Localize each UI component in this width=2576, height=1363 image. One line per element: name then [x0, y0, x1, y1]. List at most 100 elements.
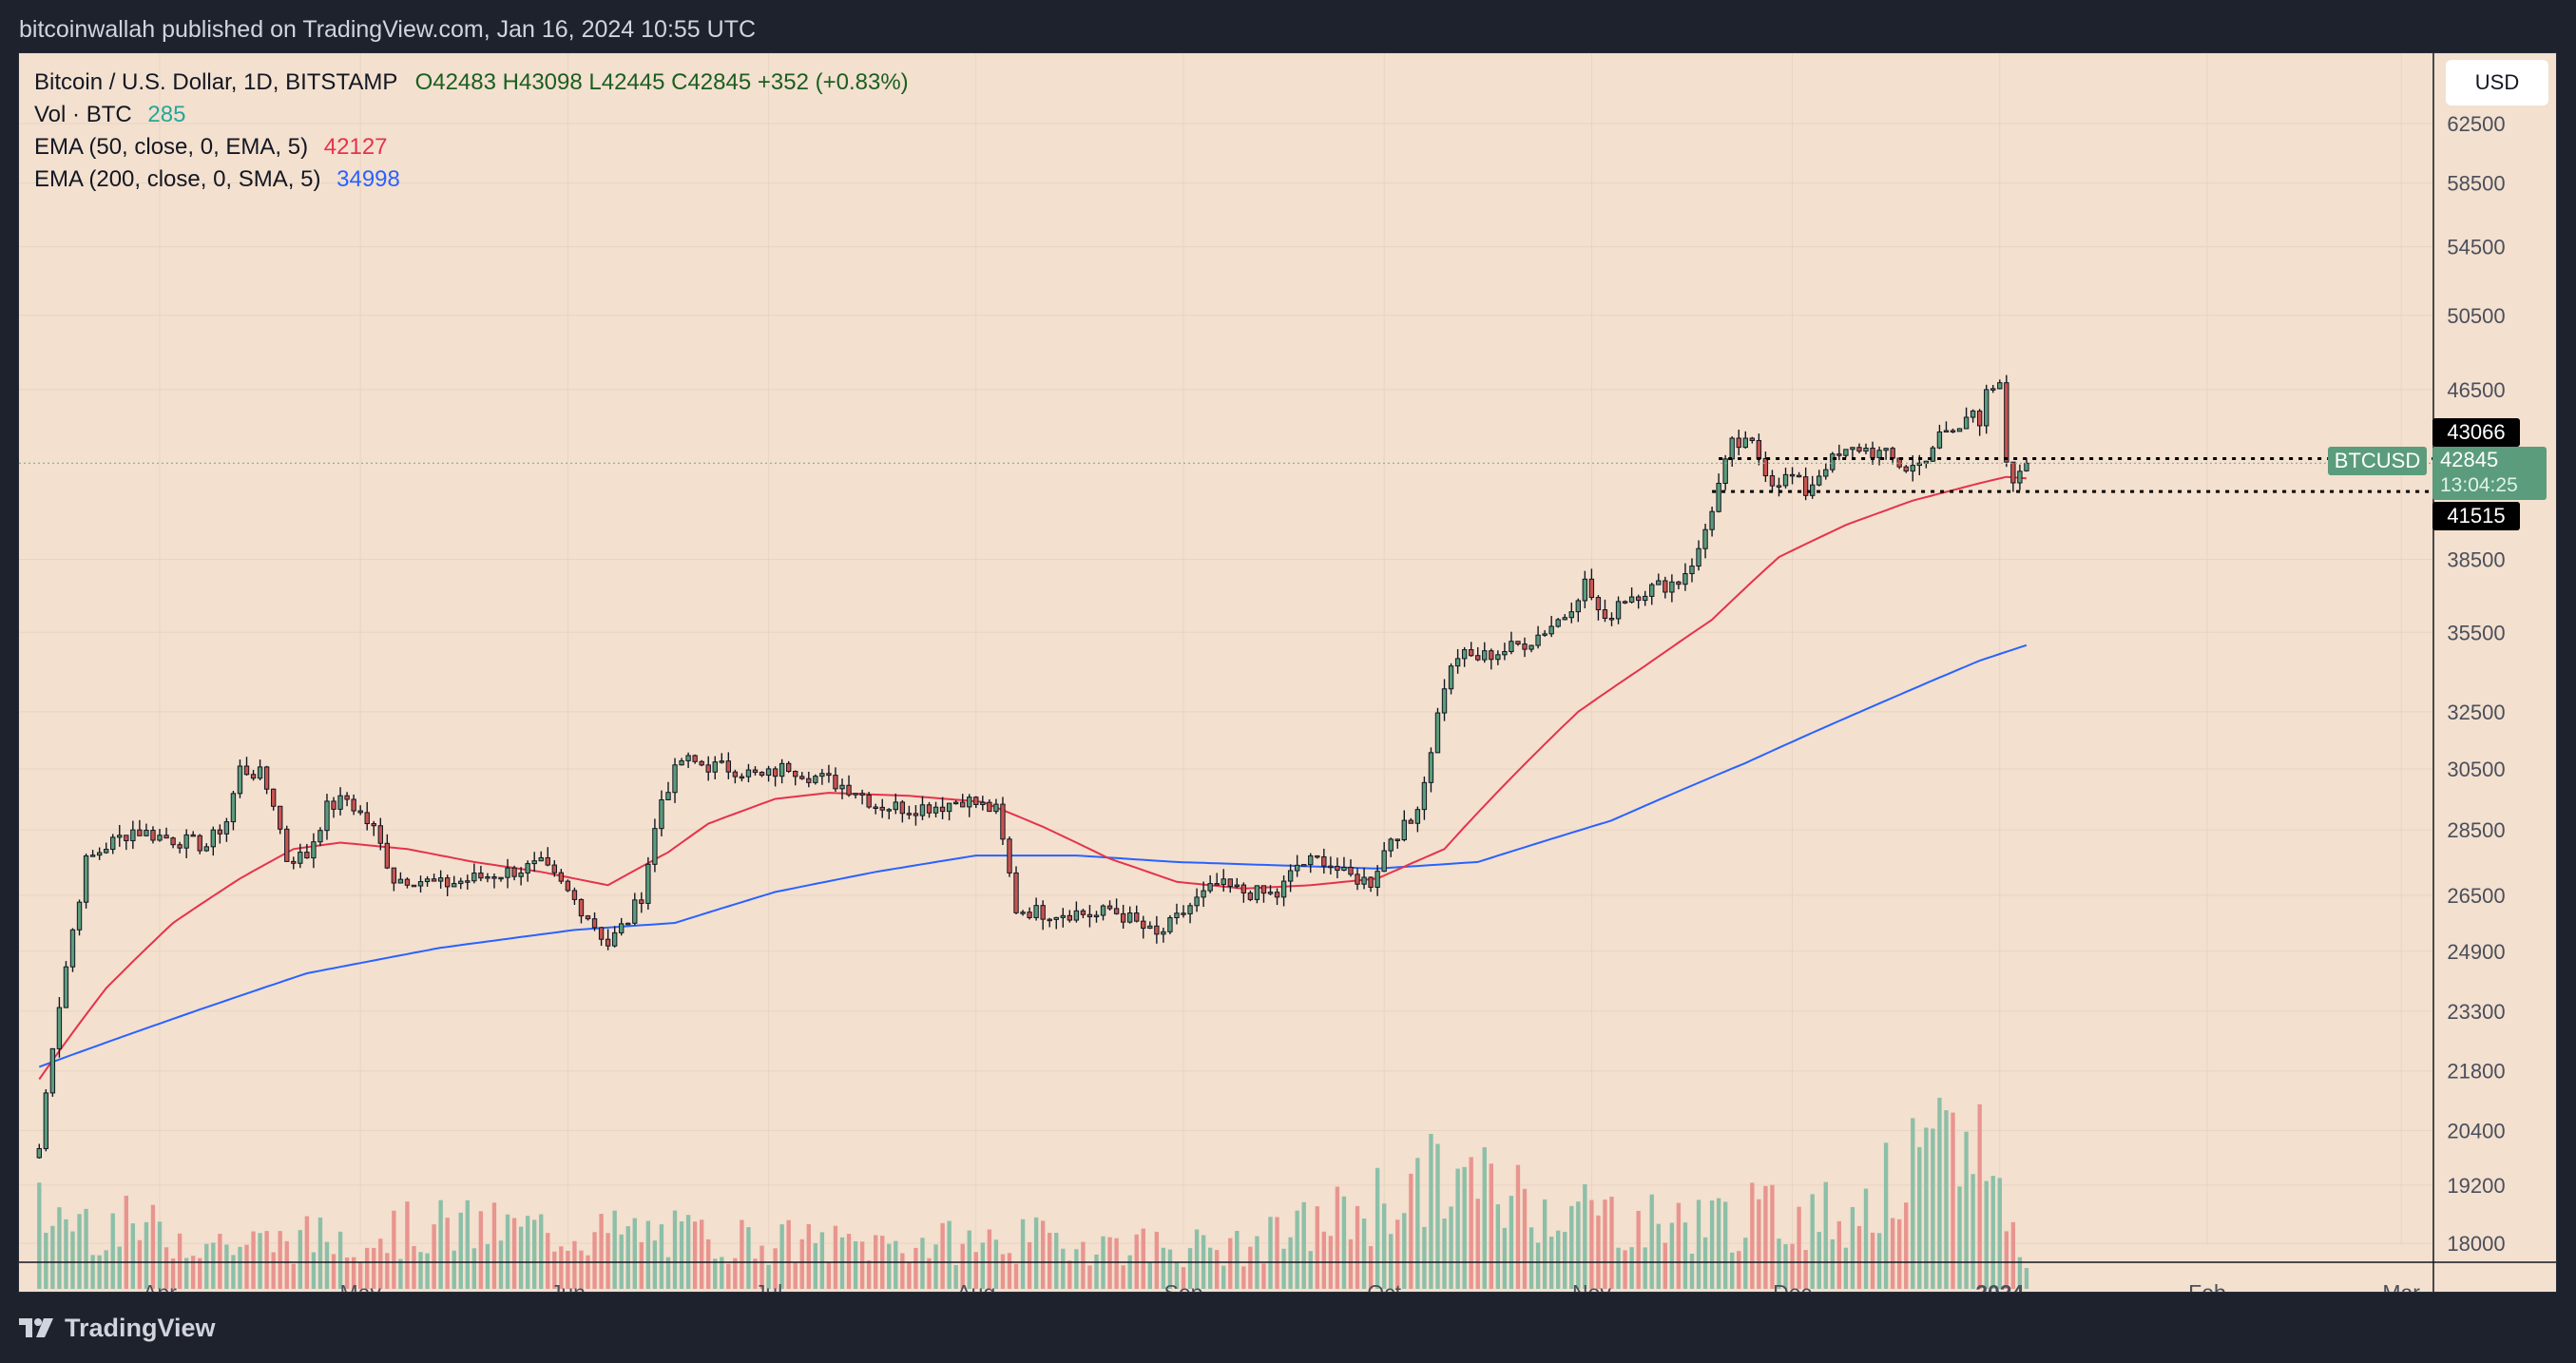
ema50-value: 42127 [323, 134, 388, 160]
volume-bar [238, 1246, 242, 1289]
candle-body [404, 878, 411, 886]
volume-bar [1911, 1118, 1915, 1289]
candle-body [1408, 819, 1414, 824]
volume-bar [1462, 1166, 1467, 1289]
candle-body [752, 769, 759, 774]
candle-body [1461, 649, 1468, 660]
legend-ema50-row[interactable]: EMA (50, close, 0, EMA, 5) 42127 [34, 131, 909, 163]
volume-bar [511, 1218, 517, 1289]
candle-body [150, 830, 156, 841]
price-tick-label: 38500 [2447, 548, 2505, 572]
candle-body [1201, 890, 1206, 898]
volume-bar [1495, 1204, 1501, 1289]
volume-bar [645, 1220, 651, 1289]
volume-bar [679, 1221, 684, 1289]
candle-body [170, 837, 176, 846]
candle-body [43, 1092, 49, 1149]
volume-bar [1522, 1188, 1528, 1289]
volume-bar [1355, 1205, 1360, 1289]
ema200-line [38, 643, 2028, 1068]
chart-legend: Bitcoin / U.S. Dollar, 1D, BITSTAMP O424… [34, 67, 909, 196]
chart-canvas[interactable]: 62500 58500 54500 50500 46500 38500 35500 32500… [19, 53, 2556, 1292]
candle-body [431, 878, 437, 882]
candle-body [1817, 475, 1822, 486]
candle-body [745, 769, 752, 777]
volume-bar [2004, 1231, 2009, 1289]
volume-bar [1081, 1241, 1086, 1289]
candle-body [505, 867, 510, 878]
volume-bar [1964, 1131, 1969, 1289]
volume-bar [1836, 1220, 1842, 1289]
candle-body [1956, 428, 1963, 432]
candle-body [417, 881, 424, 887]
candle-body [478, 873, 484, 879]
volume-bar [1489, 1163, 1493, 1289]
candle-body [1274, 892, 1280, 898]
symbol-title: Bitcoin / U.S. Dollar, 1D, BITSTAMP [34, 69, 397, 95]
candle-body [1207, 883, 1213, 892]
candle-body [190, 834, 196, 837]
candle-body [144, 830, 149, 836]
candle-body [445, 877, 451, 888]
volume-bar [806, 1223, 811, 1289]
volume-bar [1716, 1198, 1721, 1289]
tradingview-brand[interactable]: TradingView [65, 1313, 216, 1342]
candle-body [1903, 466, 1909, 472]
volume-bar [1542, 1199, 1548, 1289]
candle-body [298, 852, 303, 864]
currency-button[interactable]: USD [2446, 60, 2548, 106]
volume-bar [84, 1208, 88, 1289]
candle-body [1187, 905, 1193, 914]
volume-bar [813, 1242, 818, 1289]
volume-bar [1261, 1263, 1266, 1289]
volume-bar [372, 1247, 376, 1289]
price-tick-label: 54500 [2447, 236, 2505, 259]
volume-bar [1663, 1242, 1668, 1289]
candle-body [1836, 453, 1842, 456]
volume-bar [799, 1238, 804, 1289]
volume-bar [90, 1255, 95, 1289]
candle-body [1716, 483, 1721, 512]
candle-body [1984, 389, 1990, 427]
candle-body [1535, 634, 1541, 646]
candle-body [639, 899, 644, 904]
chart-frame[interactable]: 62500 58500 54500 50500 46500 38500 35500 32500… [18, 52, 2557, 1293]
candle-body [839, 784, 845, 790]
legend-ema200-row[interactable]: EMA (200, close, 0, SMA, 5) 34998 [34, 163, 909, 196]
volume-bar [759, 1245, 764, 1289]
volume-bar [973, 1252, 978, 1289]
candle-body [1870, 448, 1875, 458]
volume-bar [1469, 1157, 1473, 1289]
volume-bar [1722, 1201, 1728, 1289]
legend-symbol-row[interactable]: Bitcoin / U.S. Dollar, 1D, BITSTAMP O424… [34, 67, 909, 99]
volume-bar [284, 1240, 289, 1289]
support-price-label: 41515 [2432, 502, 2520, 530]
candle-body [1930, 447, 1936, 462]
candle-body [311, 841, 317, 859]
candle-body [725, 760, 732, 773]
candle-body [344, 795, 350, 800]
candle-body [1080, 910, 1086, 915]
volume-bar [110, 1213, 115, 1289]
candle-body [471, 873, 477, 882]
legend-volume-row[interactable]: Vol · BTC 285 [34, 99, 909, 131]
candle-body [893, 801, 898, 811]
volume-bar [766, 1264, 771, 1289]
candle-body [619, 923, 625, 933]
candle-body [465, 880, 471, 883]
volume-bar [953, 1264, 958, 1289]
candle-body [565, 880, 571, 892]
time-tick-label: Nov [1572, 1280, 1611, 1292]
candle-body [719, 760, 724, 763]
volume-bar [264, 1231, 269, 1289]
volume-bar [130, 1223, 136, 1289]
candle-body [732, 771, 739, 777]
candle-body [1301, 864, 1307, 867]
candle-body [1976, 410, 1983, 427]
candle-body [1033, 905, 1039, 918]
candle-body [124, 835, 129, 842]
candle-body [1555, 619, 1561, 627]
volume-bar [70, 1231, 75, 1289]
candle-body [1582, 578, 1588, 602]
candle-body [223, 821, 230, 835]
